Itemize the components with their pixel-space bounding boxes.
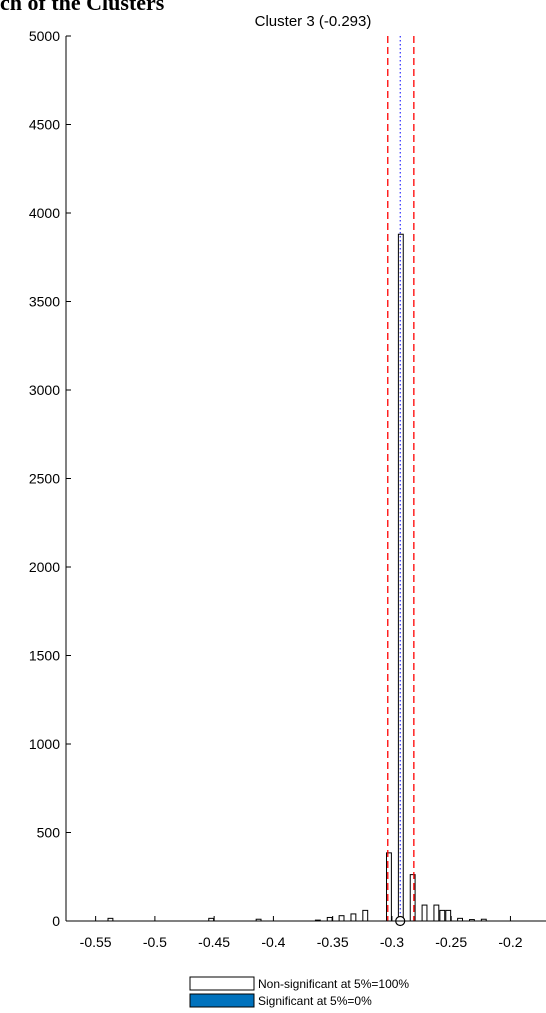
x-tick-label: -0.45 [198,934,230,950]
legend-label-significant: Significant at 5%=0% [258,994,372,1008]
y-tick-label: 4500 [29,117,60,133]
x-tick-label: -0.5 [143,934,167,950]
axes-layer: 0 500 1000 1500 2000 2500 3000 3500 4000 4500 5000… [29,28,546,950]
x-tick-label: -0.3 [380,934,404,950]
y-tick-label: 2000 [29,559,60,575]
y-tick-label: 500 [37,825,61,841]
x-tick-label: -0.25 [435,934,467,950]
histogram-bar-series-0 [439,909,446,922]
y-tick-label: 3500 [29,294,60,310]
histogram-bar-series-0 [338,915,345,922]
x-tick-label: -0.35 [317,934,349,950]
y-tick-label: 5000 [29,28,60,44]
legend-label-nonsignificant: Non-significant at 5%=100% [258,977,409,991]
legend-swatch-nonsignificant [189,976,255,991]
x-tick-label: -0.2 [498,934,522,950]
page-heading: ch of the Clusters [0,0,165,15]
y-tick-label: 2500 [29,471,60,487]
x-tick-label: -0.4 [261,934,285,950]
x-tick-label: -0.55 [80,934,112,950]
y-tick-label: 4000 [29,205,60,221]
histogram-bar-series-0 [350,913,357,922]
histogram-bar-series-0 [362,909,369,922]
y-tick-label: 0 [52,913,60,929]
histogram-bar-series-0 [433,904,440,922]
histogram-bar-series-0 [326,916,333,922]
y-tick-label: 1000 [29,736,60,752]
histogram-bar-series-0 [445,909,452,922]
histogram-bar-series-0 [397,233,404,922]
histogram-bar-series-0 [421,904,428,922]
bars-layer [107,233,487,922]
y-tick-label: 1500 [29,648,60,664]
legend-swatch-significant [189,993,255,1008]
y-tick-label: 3000 [29,382,60,398]
chart-title: Cluster 3 (-0.293) [255,13,372,30]
reference-lines-layer [387,36,415,927]
legend: Non-significant at 5%=100% Significant a… [189,976,409,1008]
